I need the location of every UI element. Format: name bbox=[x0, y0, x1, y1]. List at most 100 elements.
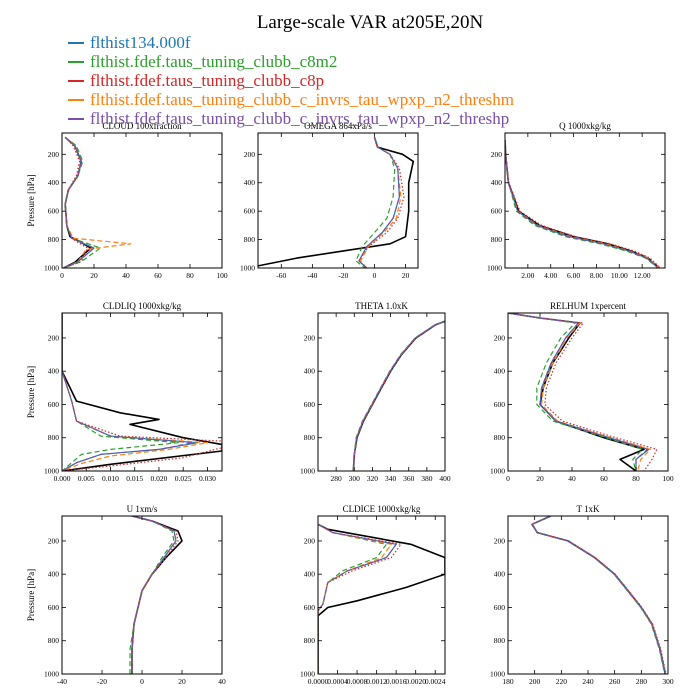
series-line bbox=[352, 320, 445, 471]
y-tick-label: 200 bbox=[304, 333, 316, 342]
y-tick-label: 600 bbox=[48, 207, 60, 216]
y-tick-label: 200 bbox=[244, 150, 256, 159]
legend-label: flthist.fdef.taus_tuning_clubb_c8m2 bbox=[90, 52, 337, 71]
y-tick-label: 1000 bbox=[44, 467, 59, 476]
y-axis-label: Pressure [hPa] bbox=[26, 569, 36, 621]
panel-3: CLDLIQ 1000xkg/kg 0.000 0.005 0.010 0.015 0.0… bbox=[26, 301, 223, 483]
series-line bbox=[62, 313, 222, 471]
x-tick-label: 0.030 bbox=[199, 474, 216, 483]
x-tick-label: 280 bbox=[331, 474, 343, 483]
series-line bbox=[131, 516, 177, 674]
series-group bbox=[531, 516, 667, 674]
y-tick-label: 800 bbox=[491, 235, 503, 244]
panel-title: OMEGA 864xPa/s bbox=[304, 121, 372, 131]
series-group bbox=[258, 137, 415, 268]
series-line bbox=[63, 136, 89, 268]
y-tick-label: 600 bbox=[304, 603, 316, 612]
x-tick-label: 2.00 bbox=[521, 271, 534, 280]
panel-8: T 1xK 180 200 220 240 260 280 300 200 400 600 800 10… bbox=[490, 504, 674, 686]
x-tick-label: 280 bbox=[636, 677, 648, 686]
x-tick-label: 0 bbox=[60, 271, 64, 280]
x-tick-label: 0.015 bbox=[126, 474, 143, 483]
x-tick-label: 0.0008 bbox=[347, 677, 368, 686]
y-tick-label: 1000 bbox=[490, 670, 505, 679]
series-line bbox=[63, 136, 95, 268]
y-tick-label: 600 bbox=[494, 603, 506, 612]
series-line bbox=[63, 136, 92, 268]
plot-frame bbox=[504, 132, 666, 269]
x-tick-label: 6.00 bbox=[567, 271, 580, 280]
panel-title: Q 1000xkg/kg bbox=[559, 121, 611, 131]
y-tick-label: 200 bbox=[48, 333, 60, 342]
x-tick-label: 0.0000 bbox=[308, 677, 329, 686]
panel-0: CLOUD 100xfraction 0 20 40 60 80 100 200 400 600 8… bbox=[26, 121, 228, 280]
x-tick-label: 20 bbox=[402, 271, 410, 280]
y-tick-label: 400 bbox=[304, 570, 316, 579]
series-line bbox=[355, 137, 396, 268]
series-line bbox=[505, 140, 661, 268]
y-tick-label: 400 bbox=[494, 367, 506, 376]
x-tick-label: 20 bbox=[90, 271, 98, 280]
panel-title: T 1xK bbox=[576, 504, 600, 514]
y-tick-label: 800 bbox=[244, 235, 256, 244]
series-line bbox=[63, 136, 102, 268]
x-tick-label: 20 bbox=[536, 474, 544, 483]
series-line bbox=[531, 516, 666, 674]
y-tick-label: 400 bbox=[494, 570, 506, 579]
x-tick-label: 0.0024 bbox=[425, 677, 446, 686]
x-tick-label: 0.0020 bbox=[405, 677, 426, 686]
series-line bbox=[318, 523, 402, 674]
series-line bbox=[531, 516, 666, 674]
y-tick-label: 400 bbox=[48, 178, 60, 187]
y-tick-label: 1000 bbox=[300, 467, 315, 476]
x-tick-label: 20 bbox=[178, 677, 186, 686]
y-tick-label: 800 bbox=[304, 433, 316, 442]
series-line bbox=[62, 313, 194, 471]
panel-1: OMEGA 864xPa/s -60 -40 -20 0 20 200 400 600 800 10… bbox=[240, 121, 419, 280]
panel-7: CLDICE 1000xkg/kg0.00000.00040.00080.001… bbox=[300, 504, 446, 686]
series-line bbox=[531, 516, 667, 674]
series-line bbox=[531, 516, 666, 674]
y-tick-label: 1000 bbox=[490, 467, 505, 476]
y-tick-label: 400 bbox=[304, 367, 316, 376]
y-tick-label: 1000 bbox=[240, 264, 255, 273]
series-line bbox=[505, 140, 659, 268]
series-line bbox=[508, 313, 652, 471]
x-tick-label: 300 bbox=[349, 474, 361, 483]
plot-frame bbox=[257, 132, 419, 269]
x-tick-label: 100 bbox=[662, 474, 674, 483]
y-tick-label: 200 bbox=[491, 150, 503, 159]
series-line bbox=[318, 523, 445, 674]
series-line bbox=[352, 320, 445, 471]
panel-title: THETA 1.0xK bbox=[355, 301, 408, 311]
y-tick-label: 1000 bbox=[44, 670, 59, 679]
series-line bbox=[318, 523, 392, 674]
series-line bbox=[508, 313, 650, 471]
x-tick-label: -20 bbox=[338, 271, 348, 280]
panel-title: CLOUD 100xfraction bbox=[102, 121, 182, 131]
x-tick-label: 0 bbox=[373, 271, 377, 280]
plot-frame bbox=[317, 312, 446, 472]
plot-frame bbox=[61, 132, 223, 269]
series-line bbox=[129, 516, 175, 674]
x-tick-label: 380 bbox=[421, 474, 433, 483]
legend-label: flthist.fdef.taus_tuning_clubb_c_invrs_t… bbox=[90, 109, 509, 128]
series-line bbox=[318, 523, 397, 674]
y-tick-label: 800 bbox=[494, 433, 506, 442]
x-tick-label: 40 bbox=[122, 271, 130, 280]
x-tick-label: 0 bbox=[140, 677, 144, 686]
x-tick-label: 200 bbox=[529, 677, 541, 686]
series-group bbox=[129, 516, 183, 674]
panel-title: CLDICE 1000xkg/kg bbox=[343, 504, 421, 514]
x-tick-label: 320 bbox=[367, 474, 379, 483]
y-tick-label: 1000 bbox=[487, 264, 502, 273]
series-line bbox=[318, 523, 387, 674]
series-line bbox=[505, 140, 660, 268]
legend: flthist134.000fflthist.fdef.taus_tuning_… bbox=[68, 33, 514, 128]
y-axis-label: Pressure [hPa] bbox=[26, 366, 36, 418]
plot-frame bbox=[507, 515, 669, 675]
series-line bbox=[508, 313, 645, 471]
y-tick-label: 400 bbox=[244, 178, 256, 187]
panel-2: Q 1000xkg/kg 2.00 4.00 6.00 8.00 10.00 12.00 20… bbox=[487, 121, 666, 280]
